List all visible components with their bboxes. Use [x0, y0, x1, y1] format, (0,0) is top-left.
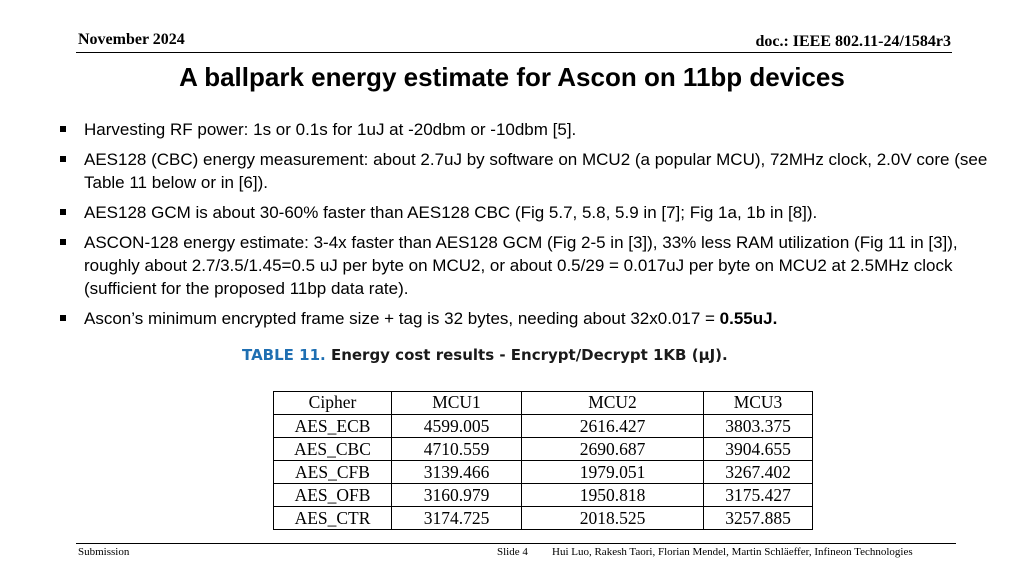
- table-caption-text: Energy cost results - Encrypt/Decrypt 1K…: [330, 346, 728, 364]
- bullet-item: Harvesting RF power: 1s or 0.1s for 1uJ …: [58, 118, 988, 141]
- table-caption: TABLE 11. Energy cost results - Encrypt/…: [242, 346, 728, 364]
- table-cell: 3139.466: [391, 460, 522, 484]
- table-cell: 2616.427: [521, 414, 704, 438]
- table-cell: 3174.725: [391, 506, 522, 530]
- footer-submission: Submission: [78, 546, 130, 558]
- table-cell: 3267.402: [703, 460, 813, 484]
- energy-table: Cipher MCU1 MCU2 MCU3 AES_ECB 4599.005 2…: [273, 391, 813, 530]
- bullet-text: AES128 GCM is about 30-60% faster than A…: [84, 203, 818, 222]
- table-cell: 4710.559: [391, 437, 522, 461]
- bullet-square-icon: [60, 239, 66, 245]
- table-row: AES_ECB 4599.005 2616.427 3803.375: [273, 414, 813, 438]
- table-header-row: Cipher MCU1 MCU2 MCU3: [273, 391, 813, 415]
- table-cell: 2018.525: [521, 506, 704, 530]
- table-row: AES_CFB 3139.466 1979.051 3267.402: [273, 460, 813, 484]
- bullet-list: Harvesting RF power: 1s or 0.1s for 1uJ …: [58, 118, 988, 337]
- slide-title: A ballpark energy estimate for Ascon on …: [179, 62, 845, 92]
- table-cell: 3175.427: [703, 483, 813, 507]
- bullet-item: Ascon’s minimum encrypted frame size + t…: [58, 307, 988, 330]
- table-row: AES_OFB 3160.979 1950.818 3175.427: [273, 483, 813, 507]
- bullet-bold-value: 0.55uJ.: [719, 309, 778, 328]
- col-header-mcu2: MCU2: [521, 391, 704, 415]
- bullet-text: AES128 (CBC) energy measurement: about 2…: [84, 150, 988, 192]
- table-cell: 2690.687: [521, 437, 704, 461]
- header-rule: [76, 52, 952, 53]
- table-cell: 1979.051: [521, 460, 704, 484]
- table-cell: AES_CBC: [273, 437, 392, 461]
- table-cell: 1950.818: [521, 483, 704, 507]
- footer-slide-number: Slide 4: [497, 546, 528, 558]
- col-header-mcu1: MCU1: [391, 391, 522, 415]
- footer-authors: Hui Luo, Rakesh Taori, Florian Mendel, M…: [552, 546, 913, 558]
- bullet-square-icon: [60, 315, 66, 321]
- bullet-text: Ascon’s minimum encrypted frame size + t…: [84, 309, 720, 328]
- table-cell: AES_CFB: [273, 460, 392, 484]
- table-cell: AES_CTR: [273, 506, 392, 530]
- table-cell: 3160.979: [391, 483, 522, 507]
- bullet-square-icon: [60, 209, 66, 215]
- footer-rule: [76, 543, 956, 544]
- table-cell: AES_OFB: [273, 483, 392, 507]
- table-cell: 3904.655: [703, 437, 813, 461]
- bullet-item: ASCON-128 energy estimate: 3-4x faster t…: [58, 231, 988, 300]
- header-date: November 2024: [78, 31, 185, 48]
- table-cell: 4599.005: [391, 414, 522, 438]
- table-row: AES_CTR 3174.725 2018.525 3257.885: [273, 506, 813, 530]
- table-cell: 3257.885: [703, 506, 813, 530]
- bullet-item: AES128 (CBC) energy measurement: about 2…: [58, 148, 988, 194]
- bullet-text: Harvesting RF power: 1s or 0.1s for 1uJ …: [84, 120, 577, 139]
- table-cell: AES_ECB: [273, 414, 392, 438]
- bullet-square-icon: [60, 156, 66, 162]
- bullet-square-icon: [60, 126, 66, 132]
- table-row: AES_CBC 4710.559 2690.687 3904.655: [273, 437, 813, 461]
- col-header-mcu3: MCU3: [703, 391, 813, 415]
- col-header-cipher: Cipher: [273, 391, 392, 415]
- header-doc-id: doc.: IEEE 802.11-24/1584r3: [755, 33, 951, 50]
- bullet-text: ASCON-128 energy estimate: 3-4x faster t…: [84, 233, 958, 298]
- table-caption-number: TABLE 11.: [242, 346, 326, 364]
- bullet-item: AES128 GCM is about 30-60% faster than A…: [58, 201, 988, 224]
- table-cell: 3803.375: [703, 414, 813, 438]
